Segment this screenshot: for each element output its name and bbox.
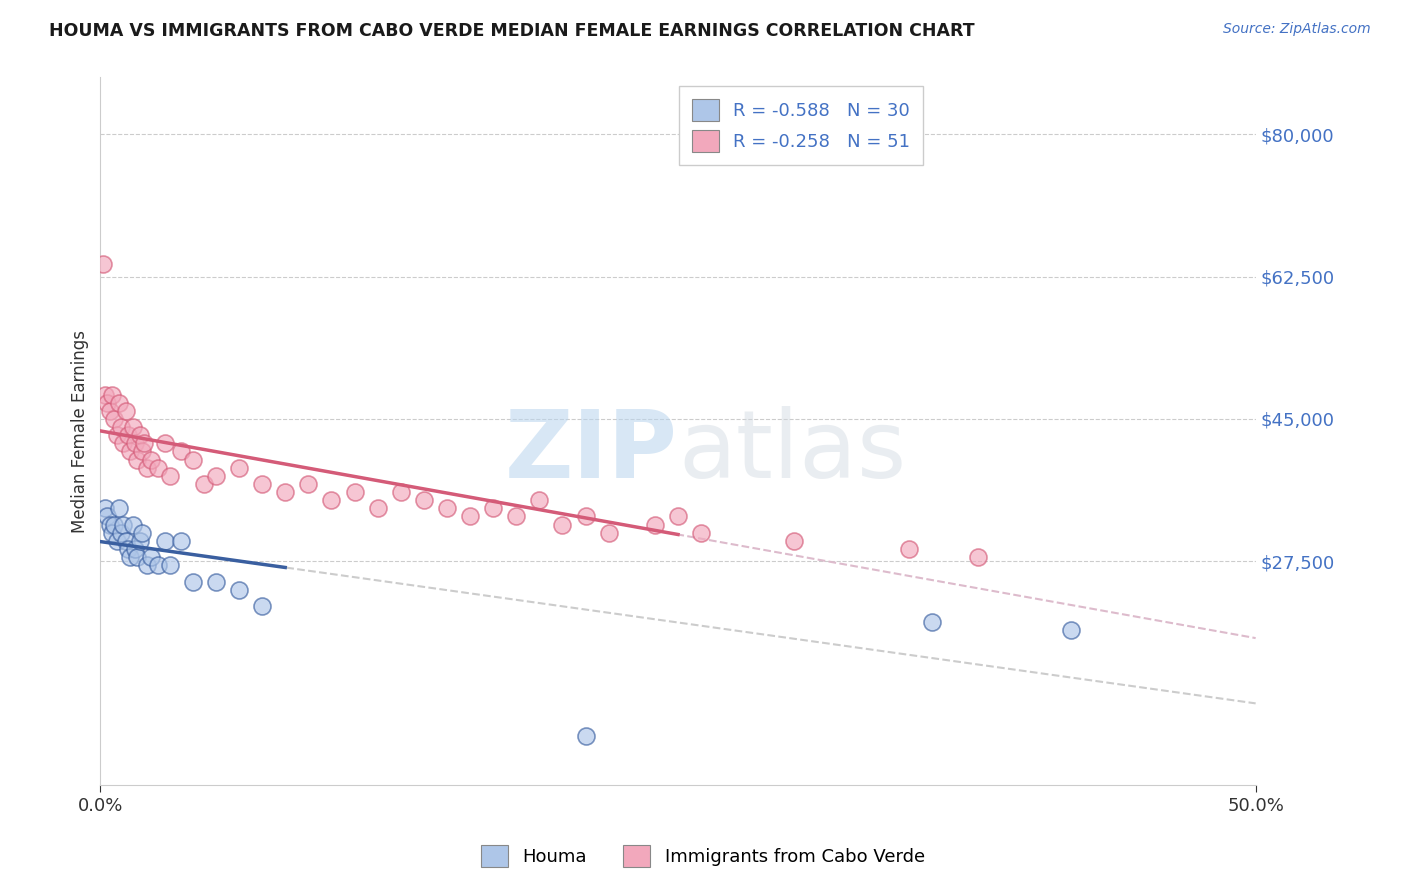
Point xyxy=(91,257,114,271)
Point xyxy=(482,501,505,516)
Point xyxy=(274,485,297,500)
Point xyxy=(110,420,132,434)
Point xyxy=(159,558,181,573)
Point xyxy=(134,436,156,450)
Point xyxy=(105,428,128,442)
Point xyxy=(389,485,412,500)
Legend: Houma, Immigrants from Cabo Verde: Houma, Immigrants from Cabo Verde xyxy=(474,838,932,874)
Point xyxy=(141,452,163,467)
Point xyxy=(114,404,136,418)
Point xyxy=(146,558,169,573)
Point xyxy=(135,558,157,573)
Point xyxy=(127,550,149,565)
Point xyxy=(121,517,143,532)
Point xyxy=(127,452,149,467)
Point xyxy=(898,541,921,556)
Point xyxy=(146,460,169,475)
Point xyxy=(666,509,689,524)
Point xyxy=(181,452,204,467)
Point xyxy=(124,436,146,450)
Point xyxy=(297,477,319,491)
Point xyxy=(124,541,146,556)
Point xyxy=(343,485,366,500)
Point xyxy=(128,428,150,442)
Point xyxy=(112,436,135,450)
Point xyxy=(112,517,135,532)
Point xyxy=(131,444,153,458)
Point xyxy=(103,412,125,426)
Point xyxy=(101,525,124,540)
Point xyxy=(96,395,118,409)
Point xyxy=(128,533,150,548)
Point xyxy=(529,493,551,508)
Point xyxy=(153,436,176,450)
Point xyxy=(250,477,273,491)
Point xyxy=(250,599,273,613)
Point xyxy=(598,525,620,540)
Point xyxy=(170,533,193,548)
Text: ZIP: ZIP xyxy=(505,407,678,499)
Point xyxy=(551,517,574,532)
Point xyxy=(117,428,139,442)
Point xyxy=(153,533,176,548)
Point xyxy=(120,550,142,565)
Point xyxy=(205,574,228,589)
Point xyxy=(181,574,204,589)
Point xyxy=(1060,624,1083,638)
Point xyxy=(644,517,666,532)
Point xyxy=(170,444,193,458)
Point xyxy=(436,501,458,516)
Point xyxy=(782,533,804,548)
Point xyxy=(690,525,713,540)
Point xyxy=(108,501,131,516)
Point xyxy=(101,387,124,401)
Point xyxy=(135,460,157,475)
Point xyxy=(967,550,990,565)
Point xyxy=(321,493,343,508)
Text: atlas: atlas xyxy=(678,407,907,499)
Point xyxy=(105,533,128,548)
Point xyxy=(103,517,125,532)
Point xyxy=(505,509,527,524)
Point xyxy=(574,729,596,743)
Point xyxy=(574,509,596,524)
Text: HOUMA VS IMMIGRANTS FROM CABO VERDE MEDIAN FEMALE EARNINGS CORRELATION CHART: HOUMA VS IMMIGRANTS FROM CABO VERDE MEDI… xyxy=(49,22,974,40)
Point xyxy=(117,541,139,556)
Point xyxy=(114,533,136,548)
Point xyxy=(921,615,943,629)
Point xyxy=(94,387,117,401)
Point xyxy=(228,582,250,597)
Point xyxy=(458,509,481,524)
Point xyxy=(108,395,131,409)
Point xyxy=(121,420,143,434)
Point xyxy=(141,550,163,565)
Point xyxy=(120,444,142,458)
Y-axis label: Median Female Earnings: Median Female Earnings xyxy=(72,330,89,533)
Point xyxy=(98,404,121,418)
Point xyxy=(412,493,434,508)
Point xyxy=(94,501,117,516)
Point xyxy=(96,509,118,524)
Point xyxy=(98,517,121,532)
Point xyxy=(159,468,181,483)
Point xyxy=(131,525,153,540)
Point xyxy=(205,468,228,483)
Point xyxy=(228,460,250,475)
Text: Source: ZipAtlas.com: Source: ZipAtlas.com xyxy=(1223,22,1371,37)
Point xyxy=(193,477,215,491)
Legend: R = -0.588   N = 30, R = -0.258   N = 51: R = -0.588 N = 30, R = -0.258 N = 51 xyxy=(679,87,924,165)
Point xyxy=(110,525,132,540)
Point xyxy=(367,501,389,516)
